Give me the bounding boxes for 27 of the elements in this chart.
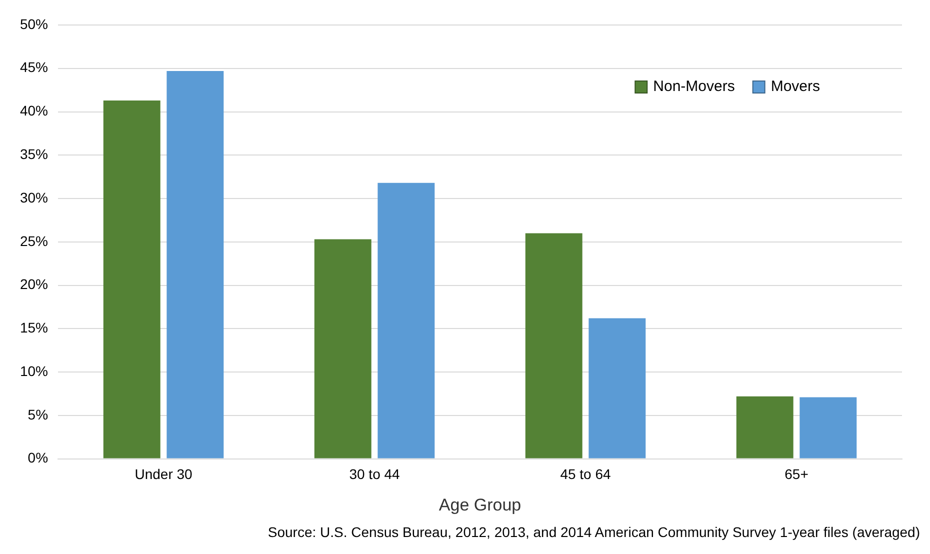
y-tick-label: 0%	[28, 450, 48, 466]
bar	[736, 396, 794, 458]
bar	[525, 233, 582, 458]
bar	[800, 397, 857, 458]
y-tick-label: 30%	[20, 189, 48, 206]
bar	[103, 100, 160, 458]
source-note: Source: U.S. Census Bureau, 2012, 2013, and 2014 American Community Survey 1-year files (averaged)	[266, 524, 920, 540]
y-tick-label: 35%	[20, 146, 48, 162]
y-tick-label: 40%	[20, 102, 48, 119]
x-tick-label: Under 30	[134, 466, 193, 482]
bar	[314, 239, 372, 458]
y-tick-label: 25%	[20, 232, 48, 249]
bar	[378, 182, 435, 458]
legend-label: Movers	[770, 78, 820, 96]
y-tick-label: 10%	[20, 362, 48, 379]
x-axis-title: Age Group	[438, 495, 522, 514]
y-tick-label: 20%	[20, 276, 48, 292]
y-tick-label: 15%	[20, 320, 48, 336]
bar	[588, 318, 646, 458]
legend-label: Non-Movers	[653, 78, 735, 96]
x-tick-label: 45 to 64	[560, 466, 612, 482]
x-tick-label: 65+	[784, 466, 808, 482]
bar	[166, 70, 224, 458]
y-tick-label: 45%	[20, 59, 48, 76]
y-tick-label: 50%	[20, 16, 48, 32]
y-tick-label: 5%	[28, 406, 48, 422]
x-tick-label: 30 to 44	[349, 466, 400, 482]
